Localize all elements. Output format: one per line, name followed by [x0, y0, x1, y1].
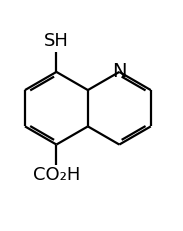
- Text: N: N: [112, 62, 127, 81]
- Text: SH: SH: [44, 33, 69, 51]
- Text: CO₂H: CO₂H: [33, 166, 80, 184]
